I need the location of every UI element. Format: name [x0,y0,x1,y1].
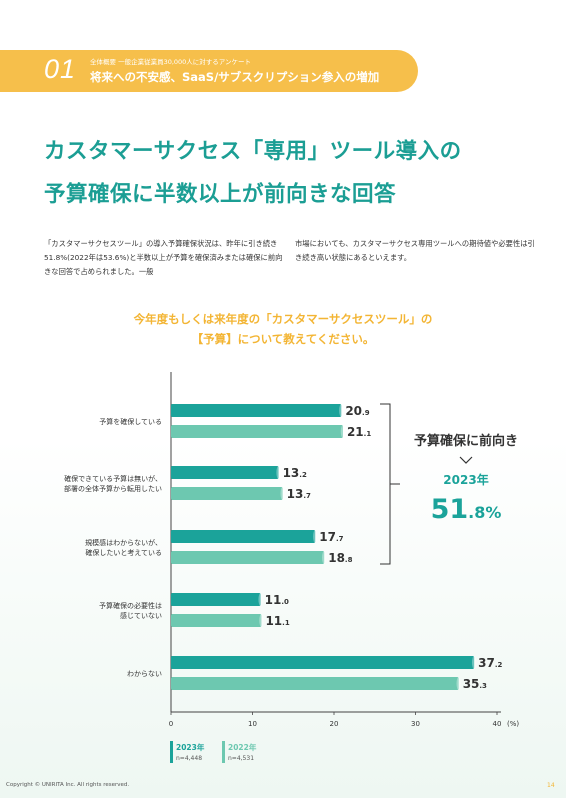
data-label: 13.2 [283,466,307,480]
section-subtitle: 全体概要 一般企業従業員30,000人に対するアンケート [90,58,252,66]
section-number: 01 [44,54,77,84]
bar-2022年 [171,425,343,438]
x-tick-label: 20 [330,720,339,728]
data-label: 21.1 [347,425,371,439]
callout-year: 2023年 [443,472,488,487]
x-tick-label: 40 [493,720,502,728]
category-label: 予算確保の必要性は [99,601,162,610]
data-label: 13.7 [287,487,311,501]
chevron-down-icon [459,456,473,464]
bar-end-highlight [276,466,281,479]
data-label: 35.3 [463,677,487,691]
callout-value: 51.8% [431,494,502,525]
data-label: 18.8 [328,551,352,565]
category-label: 部署の全体予算から転用したい [64,484,162,493]
section-title: 将来への不安感、SaaS/サブスクリプション参入の増加 [90,70,380,84]
category-label: 確保したいと考えている [85,548,162,557]
legend-label: 2023年 [176,742,205,752]
x-tick-label: 0 [169,720,173,728]
bar-2022年 [171,677,459,690]
category-label: 確保できている予算は無いが、 [64,474,162,483]
bar-end-highlight [280,487,285,500]
bar-2023年 [171,593,261,606]
category-label: 感じていない [120,611,162,620]
section-banner: 01 全体概要 一般企業従業員30,000人に対するアンケート 将来への不安感、… [0,50,418,92]
bar-2022年 [171,551,325,564]
bar-2023年 [171,656,475,669]
copyright: Copyright © UNIRITA Inc. All rights rese… [6,782,130,788]
x-unit-label: (%) [507,720,519,728]
category-label: 予算を確保している [99,417,162,426]
data-label: 11.0 [265,593,289,607]
page-number: 14 [547,782,555,789]
bar-end-highlight [340,425,346,438]
x-tick-label: 30 [411,720,420,728]
bracket [380,403,391,565]
legend-n: n=4,448 [176,755,202,762]
bar-end-highlight [322,551,327,564]
bar-2023年 [171,404,342,417]
data-label: 17.7 [319,530,343,544]
category-label: 規模感はわからないが、 [85,538,162,547]
bar-end-highlight [259,614,264,627]
bar-2022年 [171,487,283,500]
legend-swatch [170,741,173,763]
question-line-2: 【予算】について教えてください。 [191,332,375,346]
data-label: 20.9 [345,404,369,418]
data-label: 37.2 [478,656,502,670]
bar-end-highlight [456,677,461,690]
x-tick-label: 10 [248,720,257,728]
body-text-left: 「カスタマーサクセスツール」の導入予算確保状況は、昨年に引き続き51.8%(20… [44,239,283,276]
bar-end-highlight [471,656,477,669]
legend-swatch [222,741,225,763]
bar-end-highlight [258,593,263,606]
bar-end-highlight [313,530,318,543]
bar-2023年 [171,530,316,543]
callout-label: 予算確保に前向き [414,433,518,449]
question-line-1: 今年度もしくは来年度の「カスタマーサクセスツール」の [133,312,433,326]
headline-line-2: 予算確保に半数以上が前向きな回答 [44,182,397,207]
bar-2022年 [171,614,262,627]
category-label: わからない [127,670,162,678]
headline-line-1: カスタマーサクセス「専用」ツール導入の [44,139,462,164]
bar-2023年 [171,466,279,479]
body-text-right: 市場においても、カスタマーサクセス専用ツールへの期待値や必要性は引き続き高い状態… [295,239,535,262]
legend-n: n=4,531 [228,755,254,762]
bar-end-highlight [339,404,344,417]
legend-label: 2022年 [228,742,257,752]
data-label: 11.1 [265,614,289,628]
